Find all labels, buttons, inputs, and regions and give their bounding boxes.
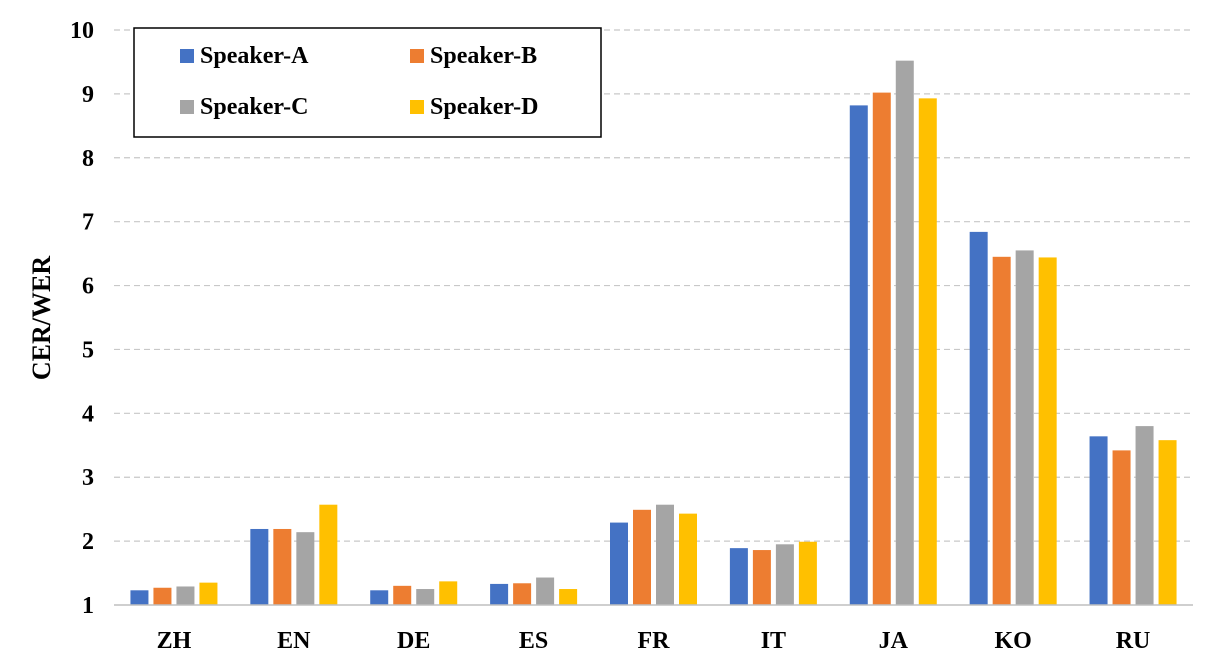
- y-tick-label: 8: [82, 146, 94, 172]
- y-tick-label: 3: [82, 465, 94, 491]
- bar-ru-speaker-b: [1112, 450, 1131, 605]
- bar-zh-speaker-c: [176, 586, 195, 605]
- bar-fr-speaker-b: [633, 509, 651, 605]
- bar-it-speaker-a: [729, 548, 748, 605]
- legend-swatch: [180, 49, 194, 63]
- bar-en-speaker-d: [319, 504, 338, 605]
- y-tick-label: 10: [70, 18, 94, 44]
- legend-label: Speaker-A: [200, 43, 309, 69]
- bar-fr-speaker-a: [610, 522, 628, 605]
- y-tick-label: 6: [82, 274, 94, 300]
- bar-fr-speaker-d: [679, 513, 697, 605]
- bar-it-speaker-c: [775, 544, 794, 605]
- y-tick-label: 1: [82, 593, 94, 619]
- bar-ja-speaker-d: [918, 98, 937, 605]
- bar-en-speaker-c: [296, 532, 315, 605]
- bar-de-speaker-d: [439, 581, 458, 605]
- x-tick-label: KO: [994, 628, 1031, 654]
- x-axis-labels: ZH EN DE ES FR IT JA KO RU: [157, 628, 1151, 654]
- bar-de-speaker-c: [416, 589, 435, 605]
- bar-ja-speaker-a: [849, 105, 868, 605]
- y-tick-label: 2: [82, 529, 94, 555]
- bar-ru-speaker-d: [1158, 440, 1177, 605]
- x-tick-label: ZH: [157, 628, 192, 654]
- y-axis-title: CER/WER: [27, 256, 56, 380]
- bar-ko-speaker-b: [992, 256, 1011, 605]
- legend: Speaker-A Speaker-B Speaker-C Speaker-D: [133, 27, 602, 138]
- bar-zh-speaker-d: [199, 582, 218, 605]
- bars: [130, 60, 1177, 606]
- bar-fr-speaker-c: [656, 504, 674, 605]
- bar-ja-speaker-b: [872, 92, 891, 606]
- bar-es-speaker-b: [513, 583, 532, 605]
- legend-swatch: [410, 100, 424, 114]
- bar-en-speaker-a: [250, 528, 269, 605]
- bar-zh-speaker-a: [130, 590, 149, 605]
- x-tick-label: FR: [638, 628, 671, 654]
- bar-es-speaker-d: [559, 589, 578, 605]
- y-tick-label: 9: [82, 82, 94, 108]
- bar-ko-speaker-a: [969, 231, 988, 605]
- legend-box: [133, 27, 602, 138]
- legend-swatch: [180, 100, 194, 114]
- legend-label: Speaker-C: [200, 94, 308, 120]
- bar-ru-speaker-c: [1135, 426, 1154, 605]
- x-tick-label: EN: [277, 628, 311, 654]
- bar-de-speaker-a: [370, 590, 389, 605]
- bar-ru-speaker-a: [1089, 436, 1108, 605]
- bar-it-speaker-b: [752, 550, 771, 605]
- x-tick-label: JA: [879, 628, 909, 654]
- bar-ko-speaker-c: [1015, 250, 1034, 605]
- x-tick-label: IT: [761, 628, 786, 654]
- y-tick-label: 5: [82, 337, 94, 363]
- bar-de-speaker-b: [393, 585, 412, 605]
- bar-zh-speaker-b: [153, 587, 172, 605]
- y-axis-ticks: 1 2 3 4 5 6 7 8 9 10: [70, 18, 94, 619]
- bar-it-speaker-d: [798, 541, 817, 605]
- legend-swatch: [410, 49, 424, 63]
- bar-es-speaker-c: [536, 577, 555, 605]
- x-tick-label: DE: [397, 628, 430, 654]
- legend-label: Speaker-D: [430, 94, 538, 120]
- bar-ja-speaker-c: [895, 60, 914, 605]
- x-tick-label: RU: [1116, 628, 1151, 654]
- bar-en-speaker-b: [273, 528, 292, 605]
- y-tick-label: 7: [82, 210, 94, 236]
- bar-es-speaker-a: [490, 583, 509, 605]
- y-tick-label: 4: [82, 401, 94, 427]
- x-tick-label: ES: [519, 628, 548, 654]
- legend-label: Speaker-B: [430, 43, 537, 69]
- bar-ko-speaker-d: [1038, 257, 1057, 605]
